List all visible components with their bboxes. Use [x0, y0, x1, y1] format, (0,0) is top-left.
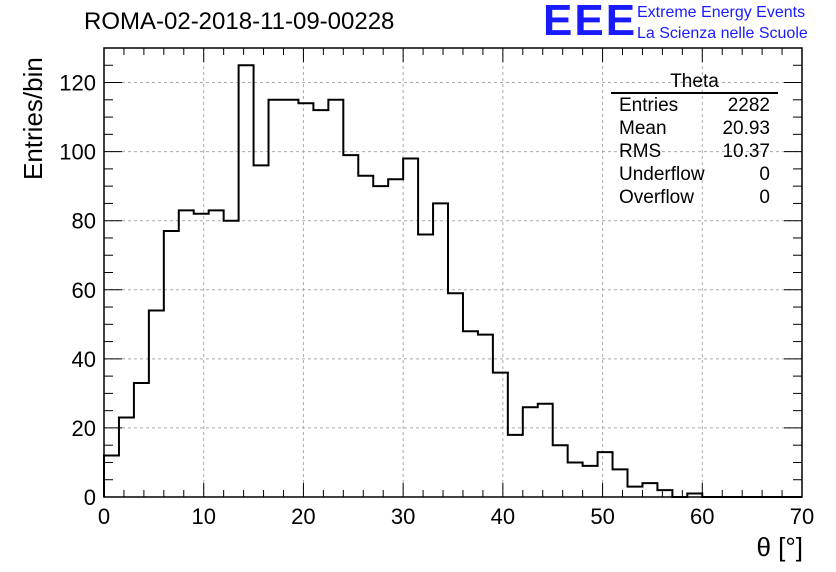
- stats-row-entries: Entries 2282: [611, 94, 778, 117]
- stats-label: Underflow: [619, 164, 705, 185]
- plot-frame: [103, 47, 803, 498]
- logo-line-1: Extreme Energy Events: [637, 4, 806, 21]
- eee-logo: EEE: [543, 0, 638, 45]
- stats-value: 0: [759, 164, 770, 185]
- y-tick-label: 80: [72, 209, 96, 234]
- x-tick-label: 20: [291, 504, 315, 529]
- x-tick-label: 60: [690, 504, 714, 529]
- x-axis-label: θ [°]: [756, 532, 803, 562]
- y-tick-label: 40: [72, 347, 96, 372]
- x-tick-label: 70: [790, 504, 814, 529]
- x-tick-label: 30: [391, 504, 415, 529]
- stats-label: Entries: [619, 95, 679, 116]
- x-tick-label: 0: [98, 504, 110, 529]
- y-axis-label: Entries/bin: [18, 57, 48, 180]
- stats-row-overflow: Overflow 0: [611, 186, 778, 209]
- y-tick-label: 20: [72, 416, 96, 441]
- y-tick-label: 120: [59, 71, 96, 96]
- x-tick-label: 40: [491, 504, 515, 529]
- stats-row-underflow: Underflow 0: [611, 163, 778, 186]
- histogram-series: [103, 64, 802, 498]
- stats-title: Theta: [611, 72, 778, 94]
- logo-line-2: La Scienza nelle Scuole: [637, 25, 808, 42]
- stats-row-rms: RMS 10.37: [611, 140, 778, 163]
- stats-rows: Entries 2282 Mean 20.93 RMS 10.37 Underflow 0 Ov…: [611, 94, 778, 209]
- stats-row-mean: Mean 20.93: [611, 117, 778, 140]
- stats-value: 10.37: [722, 141, 770, 162]
- stats-value: 0: [759, 187, 770, 208]
- y-tick-label: 100: [59, 140, 96, 165]
- stats-value: 2282: [727, 95, 770, 116]
- x-tick-label: 10: [191, 504, 215, 529]
- chart-title: ROMA-02-2018-11-09-00228: [84, 8, 395, 35]
- stats-value: 20.93: [722, 118, 770, 139]
- x-tick-label: 50: [590, 504, 614, 529]
- stats-label: RMS: [619, 141, 662, 162]
- y-tick-label: 0: [84, 485, 96, 510]
- stats-label: Mean: [619, 118, 667, 139]
- y-tick-label: 60: [72, 278, 96, 303]
- stats-box: Theta Entries 2282 Mean 20.93 RMS 10.37 Underf…: [611, 72, 778, 209]
- stats-label: Overflow: [619, 187, 694, 208]
